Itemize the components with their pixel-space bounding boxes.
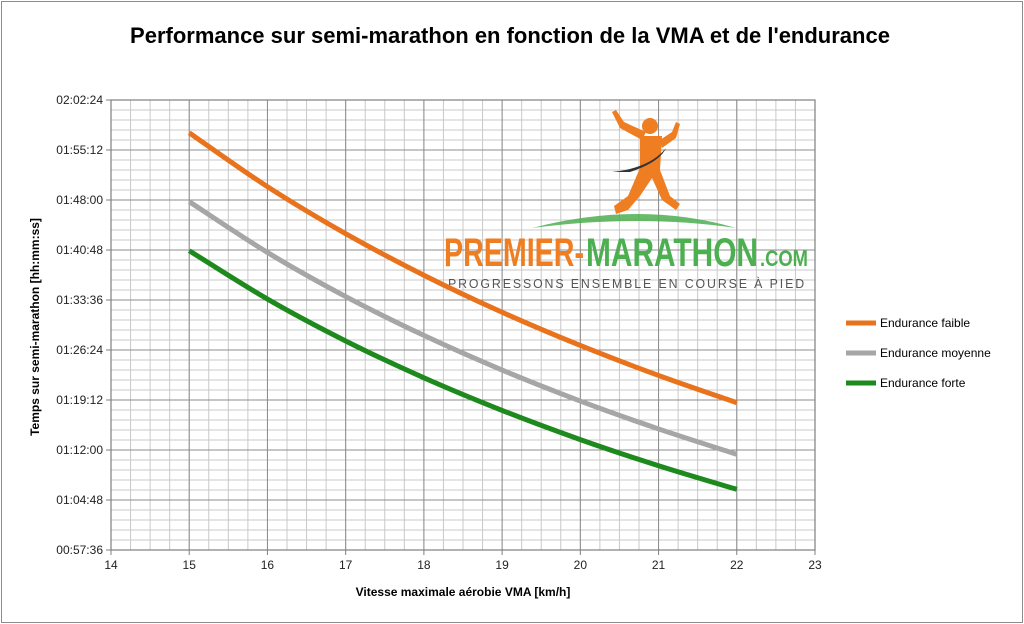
y-tick-label: 02:02:24 — [56, 93, 103, 107]
x-tick-label: 18 — [417, 558, 431, 572]
legend-label: Endurance forte — [880, 376, 966, 390]
x-axis-label: Vitesse maximale aérobie VMA [km/h] — [356, 585, 571, 599]
y-tick-label: 01:19:12 — [56, 393, 103, 407]
series-layer — [187, 130, 738, 492]
x-tick-label: 20 — [574, 558, 588, 572]
logo-text-marathon: MARATHON — [586, 231, 758, 275]
runner-figure-icon — [612, 110, 680, 214]
logo-swoosh — [612, 148, 666, 172]
x-tick-label: 21 — [652, 558, 666, 572]
x-tick-label: 22 — [730, 558, 744, 572]
y-axis-ticks: 00:57:36 01:04:48 01:12:00 01:19:12 01:26:24… — [56, 93, 111, 557]
chart-title: Performance sur semi-marathon en fonctio… — [130, 23, 890, 48]
logo-tagline: PROGRESSONS ENSEMBLE EN COURSE À PIED — [448, 276, 806, 291]
series-line-1 — [187, 130, 738, 406]
legend-label: Endurance faible — [880, 316, 970, 330]
series-line-2 — [187, 199, 738, 457]
y-tick-label: 01:26:24 — [56, 343, 103, 357]
x-axis-ticks: 14 15 16 17 18 19 20 21 22 23 — [104, 550, 822, 572]
x-tick-label: 19 — [495, 558, 509, 572]
plot-area — [110, 99, 816, 551]
y-tick-label: 00:57:36 — [56, 543, 103, 557]
logo-text-com: .COM — [760, 246, 808, 271]
y-tick-label: 01:55:12 — [56, 143, 103, 157]
y-tick-label: 01:33:36 — [56, 293, 103, 307]
x-tick-label: 14 — [104, 558, 118, 572]
watermark-logo: PREMIER- MARATHON .COM PROGRESSONS ENSEM… — [444, 110, 808, 291]
legend-label: Endurance moyenne — [880, 346, 991, 360]
y-tick-label: 01:12:00 — [56, 443, 103, 457]
y-tick-label: 01:48:00 — [56, 193, 103, 207]
y-tick-label: 01:40:48 — [56, 243, 103, 257]
x-tick-label: 15 — [183, 558, 197, 572]
x-tick-label: 16 — [261, 558, 275, 572]
y-axis-label: Temps sur semi-marathon [hh:mm:ss] — [28, 218, 42, 436]
plot-border — [110, 99, 816, 551]
x-tick-label: 17 — [339, 558, 353, 572]
logo-text-premier: PREMIER- — [444, 231, 584, 275]
series-line-3 — [187, 248, 738, 492]
y-tick-label: 01:04:48 — [56, 493, 103, 507]
logo-arc — [532, 214, 736, 228]
x-tick-label: 23 — [808, 558, 822, 572]
legend: Endurance faible Endurance moyenne Enduran… — [846, 316, 991, 390]
